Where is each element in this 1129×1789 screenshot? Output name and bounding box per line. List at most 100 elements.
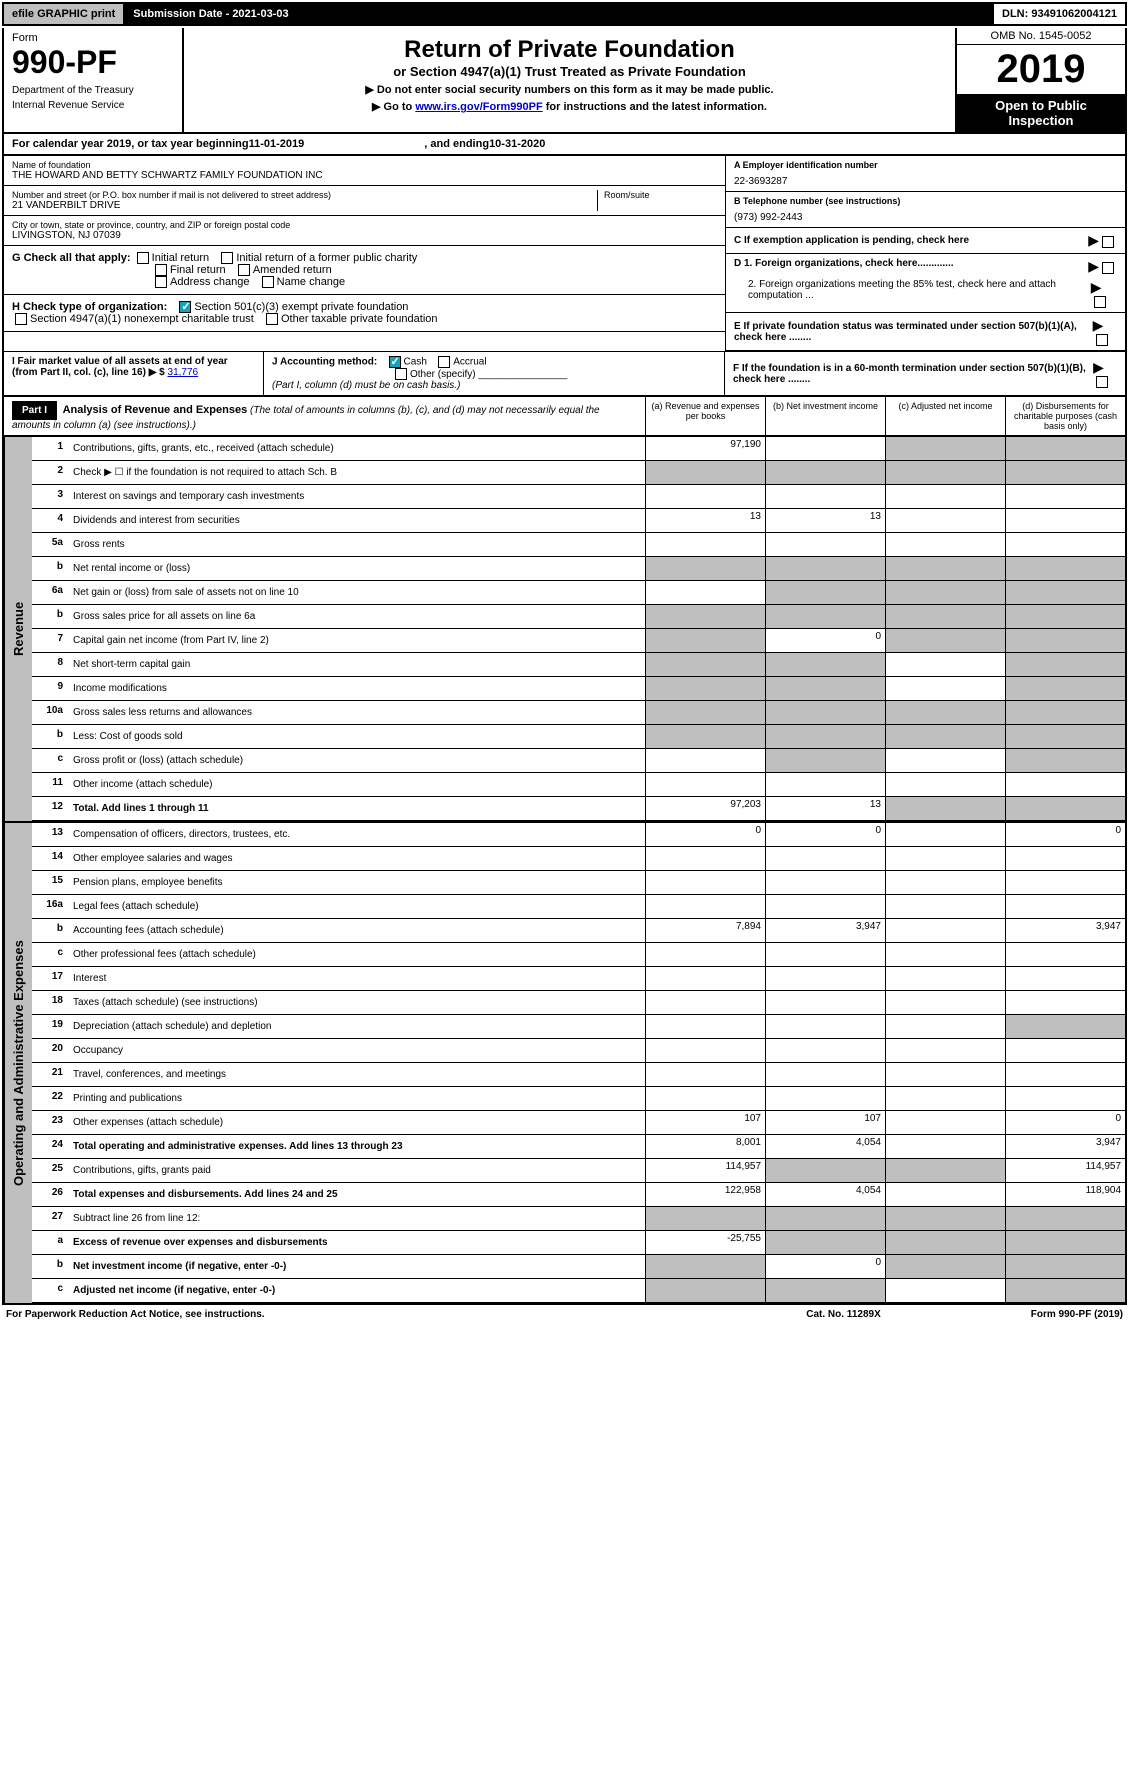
row-num: 16a	[32, 895, 67, 918]
data-cell: 0	[765, 1255, 885, 1278]
ein: 22-3693287	[734, 176, 1117, 187]
data-cell	[885, 485, 1005, 508]
data-cell: -25,755	[645, 1231, 765, 1254]
row-num: b	[32, 725, 67, 748]
j-cash: Cash	[404, 357, 427, 368]
table-row: 25Contributions, gifts, grants paid114,9…	[32, 1159, 1125, 1183]
row-num: 23	[32, 1111, 67, 1134]
data-cell	[885, 1207, 1005, 1230]
data-cell	[885, 629, 1005, 652]
data-cell	[765, 581, 885, 604]
data-cell	[885, 847, 1005, 870]
checkbox-other-taxable[interactable]	[266, 313, 278, 325]
data-cell	[1005, 461, 1125, 484]
data-cell	[645, 701, 765, 724]
row-num: 15	[32, 871, 67, 894]
data-cell	[1005, 1231, 1125, 1254]
table-row: 13Compensation of officers, directors, t…	[32, 823, 1125, 847]
irs-link[interactable]: www.irs.gov/Form990PF	[415, 101, 542, 113]
checkbox-4947[interactable]	[15, 313, 27, 325]
checkbox-cash[interactable]	[389, 356, 401, 368]
g-label: G Check all that apply:	[12, 252, 131, 264]
data-cell	[1005, 1255, 1125, 1278]
data-cell	[885, 653, 1005, 676]
row-num: 13	[32, 823, 67, 846]
arrow-icon: ▶	[1091, 279, 1102, 295]
checkbox-c[interactable]	[1102, 236, 1114, 248]
row-num: b	[32, 605, 67, 628]
row-desc: Pension plans, employee benefits	[67, 871, 645, 894]
row-num: c	[32, 749, 67, 772]
row-desc: Printing and publications	[67, 1087, 645, 1110]
row-num: 1	[32, 437, 67, 460]
table-row: 21Travel, conferences, and meetings	[32, 1063, 1125, 1087]
data-cell	[1005, 677, 1125, 700]
row-desc: Other expenses (attach schedule)	[67, 1111, 645, 1134]
data-cell	[645, 895, 765, 918]
checkbox-other-method[interactable]	[395, 368, 407, 380]
data-cell	[645, 773, 765, 796]
checkbox-d1[interactable]	[1102, 262, 1114, 274]
row-num: 5a	[32, 533, 67, 556]
checkbox-addr-change[interactable]	[155, 276, 167, 288]
tel-label: B Telephone number (see instructions)	[734, 196, 1117, 206]
row-num: 22	[32, 1087, 67, 1110]
h-4947: Section 4947(a)(1) nonexempt charitable …	[30, 313, 254, 325]
checkbox-initial-return[interactable]	[137, 252, 149, 264]
part1-header-row: Part I Analysis of Revenue and Expenses …	[2, 397, 1127, 437]
data-cell	[1005, 1015, 1125, 1038]
data-cell	[765, 991, 885, 1014]
row-desc: Less: Cost of goods sold	[67, 725, 645, 748]
data-cell	[645, 1039, 765, 1062]
address: 21 VANDERBILT DRIVE	[12, 200, 597, 211]
checkbox-amended[interactable]	[238, 264, 250, 276]
data-cell	[1005, 871, 1125, 894]
data-cell	[1005, 557, 1125, 580]
row-desc: Net short-term capital gain	[67, 653, 645, 676]
checkbox-initial-former[interactable]	[221, 252, 233, 264]
data-cell	[885, 581, 1005, 604]
checkbox-d2[interactable]	[1094, 296, 1106, 308]
data-cell	[645, 1015, 765, 1038]
paperwork-notice: For Paperwork Reduction Act Notice, see …	[6, 1309, 265, 1320]
row-desc: Gross sales less returns and allowances	[67, 701, 645, 724]
row-desc: Excess of revenue over expenses and disb…	[67, 1231, 645, 1254]
table-row: aExcess of revenue over expenses and dis…	[32, 1231, 1125, 1255]
data-cell	[765, 437, 885, 460]
table-row: cGross profit or (loss) (attach schedule…	[32, 749, 1125, 773]
data-cell	[1005, 991, 1125, 1014]
row-desc: Travel, conferences, and meetings	[67, 1063, 645, 1086]
col-a-header: (a) Revenue and expenses per books	[645, 397, 765, 435]
row-num: a	[32, 1231, 67, 1254]
efile-print-button[interactable]: efile GRAPHIC print	[4, 4, 125, 24]
checkbox-name-change[interactable]	[262, 276, 274, 288]
fmv-section: I Fair market value of all assets at end…	[2, 351, 1127, 397]
cat-no: Cat. No. 11289X	[806, 1309, 880, 1320]
data-cell: 13	[765, 509, 885, 532]
data-cell	[1005, 967, 1125, 990]
data-cell	[645, 847, 765, 870]
section-c: C If exemption application is pending, c…	[726, 228, 1125, 254]
data-cell	[885, 797, 1005, 820]
data-cell: 0	[765, 823, 885, 846]
dept-irs: Internal Revenue Service	[12, 100, 174, 111]
row-desc: Compensation of officers, directors, tru…	[67, 823, 645, 846]
data-cell	[645, 605, 765, 628]
data-cell: 0	[1005, 823, 1125, 846]
table-row: 7Capital gain net income (from Part IV, …	[32, 629, 1125, 653]
checkbox-f[interactable]	[1096, 376, 1108, 388]
table-row: 11Other income (attach schedule)	[32, 773, 1125, 797]
table-row: 8Net short-term capital gain	[32, 653, 1125, 677]
data-cell	[765, 701, 885, 724]
j-note: (Part I, column (d) must be on cash basi…	[272, 380, 460, 391]
data-cell	[645, 557, 765, 580]
room-label: Room/suite	[604, 190, 717, 200]
row-num: 2	[32, 461, 67, 484]
row-desc: Occupancy	[67, 1039, 645, 1062]
checkbox-final[interactable]	[155, 264, 167, 276]
checkbox-e[interactable]	[1096, 334, 1108, 346]
checkbox-accrual[interactable]	[438, 356, 450, 368]
data-cell	[645, 1207, 765, 1230]
checkbox-501c3[interactable]	[179, 301, 191, 313]
data-cell: 3,947	[1005, 919, 1125, 942]
